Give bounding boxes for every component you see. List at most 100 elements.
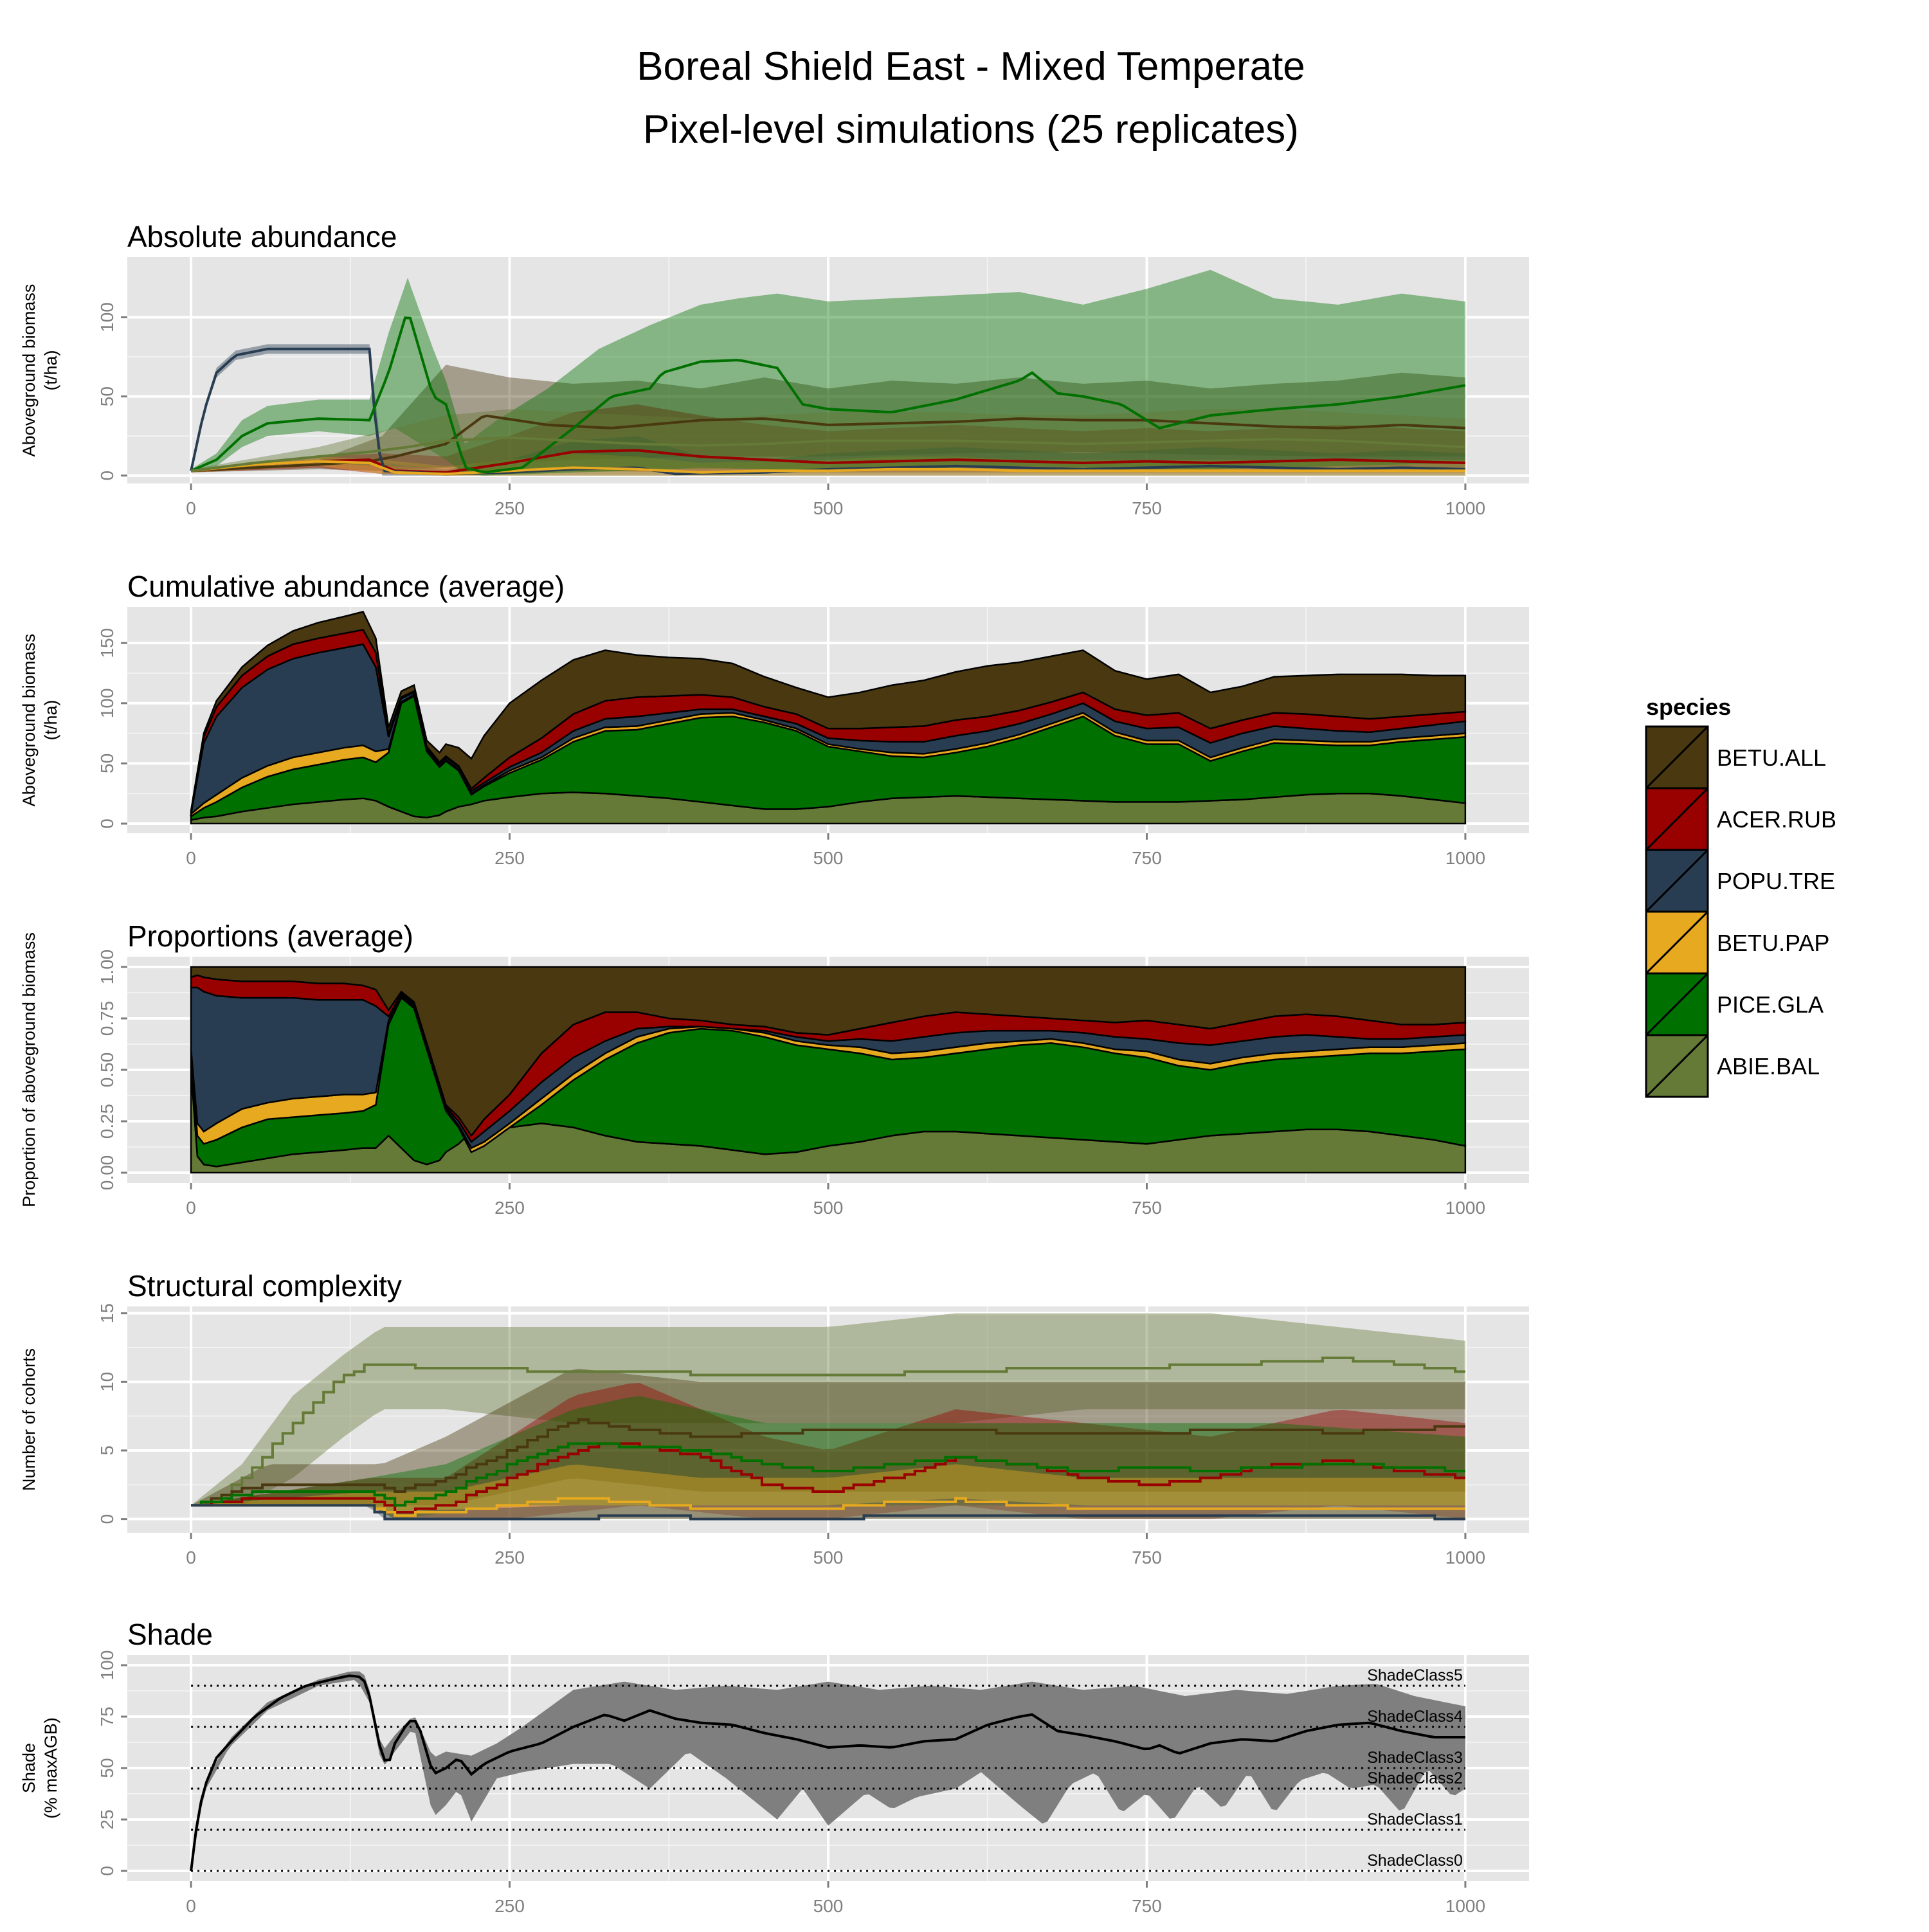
x-tick-label: 500 [813, 1548, 844, 1567]
x-tick-label: 750 [1132, 848, 1162, 868]
y-tick-label: 50 [97, 754, 117, 773]
y-tick-label: 0 [97, 471, 117, 481]
band-betu.all [191, 1368, 1465, 1506]
panel-title: Shade [127, 1618, 213, 1651]
y-tick-label: 100 [97, 1650, 117, 1681]
y-axis-label: Proportion of aboveground biomass [19, 932, 39, 1207]
figure-title: Boreal Shield East - Mixed Temperate [637, 44, 1305, 89]
y-tick-label: 50 [97, 1758, 117, 1778]
y-tick-label: 75 [97, 1706, 117, 1726]
band-pice.gla [191, 269, 1465, 476]
x-tick-label: 500 [813, 498, 844, 518]
panel-1: 0 250 500 750 1000 0 50 100 Absolute abundance Ab… [19, 220, 1529, 518]
y-tick-label: 150 [97, 628, 117, 658]
y-tick-label: 1.00 [97, 950, 117, 985]
plot-area [191, 1313, 1465, 1521]
legend-swatch-diagonal [1645, 1034, 1709, 1098]
x-tick-label: 1000 [1445, 498, 1485, 518]
y-axis-label: Aboveground biomass [19, 634, 39, 807]
x-tick-label: 0 [186, 848, 196, 868]
y-axis-label: Shade [19, 1743, 39, 1793]
x-tick-label: 750 [1132, 1896, 1162, 1916]
legend-item-acer.rub: ACER.RUB [1645, 787, 1836, 851]
line-betu.pap [191, 1497, 1465, 1517]
legend-item-betu.pap: BETU.PAP [1645, 910, 1829, 975]
x-tick-label: 750 [1132, 1548, 1162, 1567]
y-tick-label: 0.00 [97, 1155, 117, 1191]
legend-item-betu.all: BETU.ALL [1645, 725, 1826, 790]
y-tick-label: 100 [97, 302, 117, 332]
line-popu.tre [191, 1504, 1465, 1521]
x-tick-label: 0 [186, 1896, 196, 1916]
x-tick-label: 750 [1132, 1198, 1162, 1218]
legend-label: BETU.PAP [1717, 930, 1829, 956]
x-tick-label: 250 [494, 1548, 525, 1567]
band-abie.bal [191, 1313, 1465, 1506]
x-tick-label: 1000 [1445, 848, 1485, 868]
x-tick-label: 1000 [1445, 1548, 1485, 1567]
x-tick-label: 500 [813, 1198, 844, 1218]
figure-subtitle: Pixel-level simulations (25 replicates) [643, 107, 1299, 152]
band-betu.all [191, 365, 1465, 473]
y-tick-label: 0 [97, 1866, 117, 1876]
plot-area [190, 966, 1467, 1174]
legend-title: species [1646, 694, 1731, 720]
panel-2: 0 250 500 750 1000 0 50 100 150 Cumulative abunda… [19, 570, 1529, 868]
line-acer.rub [191, 1442, 1465, 1513]
panel-title: Absolute abundance [127, 220, 397, 253]
line-abie.bal [190, 436, 1466, 473]
legend-swatch-diagonal [1645, 972, 1709, 1036]
y-tick-label: 0.75 [97, 1001, 117, 1036]
panel-3: 0 250 500 750 1000 0.00 0.25 0.50 0.75 1.00 Propor… [19, 919, 1529, 1218]
y-axis-label: (t/ha) [41, 350, 60, 390]
y-tick-label: 0.50 [97, 1052, 117, 1088]
panel-4: 0 250 500 750 1000 0 5 10 15 Structural complexit… [19, 1269, 1529, 1567]
line-pice.gla [190, 316, 1466, 474]
shade-mean-line [190, 1674, 1465, 1872]
x-tick-label: 750 [1132, 498, 1162, 518]
y-tick-label: 50 [97, 386, 117, 406]
y-tick-label: 5 [97, 1445, 117, 1456]
legend-swatch-diagonal [1645, 725, 1709, 790]
legend-swatch-diagonal [1645, 787, 1709, 851]
band-pice.gla [191, 1396, 1465, 1519]
line-betu.pap [190, 460, 1465, 476]
legend: species BETU.ALL ACER.RUB POPU.TRE BETU.PAP P… [1645, 694, 1836, 1098]
plot-area [190, 611, 1467, 825]
y-axis-label: (% maxAGB) [41, 1717, 60, 1819]
legend-item-abie.bal: ABIE.BAL [1645, 1034, 1820, 1098]
panel-title: Proportions (average) [127, 919, 413, 953]
x-tick-label: 1000 [1445, 1198, 1485, 1218]
shade-class-label: ShadeClass2 [1367, 1769, 1463, 1787]
y-axis-label: (t/ha) [41, 700, 60, 740]
line-abie.bal [191, 1357, 1465, 1507]
x-tick-label: 500 [813, 848, 844, 868]
x-tick-label: 250 [494, 1198, 525, 1218]
legend-label: PICE.GLA [1717, 991, 1824, 1018]
line-pice.gla [191, 1442, 1465, 1507]
y-tick-label: 100 [97, 688, 117, 718]
y-axis-label: Number of cohorts [19, 1348, 39, 1491]
x-tick-label: 0 [186, 1548, 196, 1567]
y-tick-label: 0 [97, 818, 117, 829]
stack-betu.all [190, 611, 1467, 813]
legend-item-pice.gla: PICE.GLA [1645, 972, 1824, 1036]
x-tick-label: 1000 [1445, 1896, 1485, 1916]
x-tick-label: 500 [813, 1896, 844, 1916]
proportion-betu.all [190, 966, 1467, 1137]
shade-class-label: ShadeClass3 [1367, 1749, 1463, 1767]
line-betu.all [191, 1418, 1465, 1507]
shade-band [191, 1671, 1465, 1871]
x-tick-label: 250 [494, 848, 525, 868]
plot-area [190, 269, 1466, 476]
shade-class-label: ShadeClass4 [1367, 1708, 1463, 1726]
shade-class-label: ShadeClass5 [1367, 1666, 1463, 1684]
legend-label: BETU.ALL [1717, 745, 1826, 771]
panel-5: ShadeClass5 ShadeClass4 ShadeClass3 ShadeCl… [19, 1618, 1529, 1916]
legend-label: ABIE.BAL [1717, 1053, 1820, 1079]
legend-swatch-diagonal [1645, 849, 1709, 913]
panel-title: Cumulative abundance (average) [127, 570, 565, 603]
y-tick-label: 0 [97, 1514, 117, 1524]
